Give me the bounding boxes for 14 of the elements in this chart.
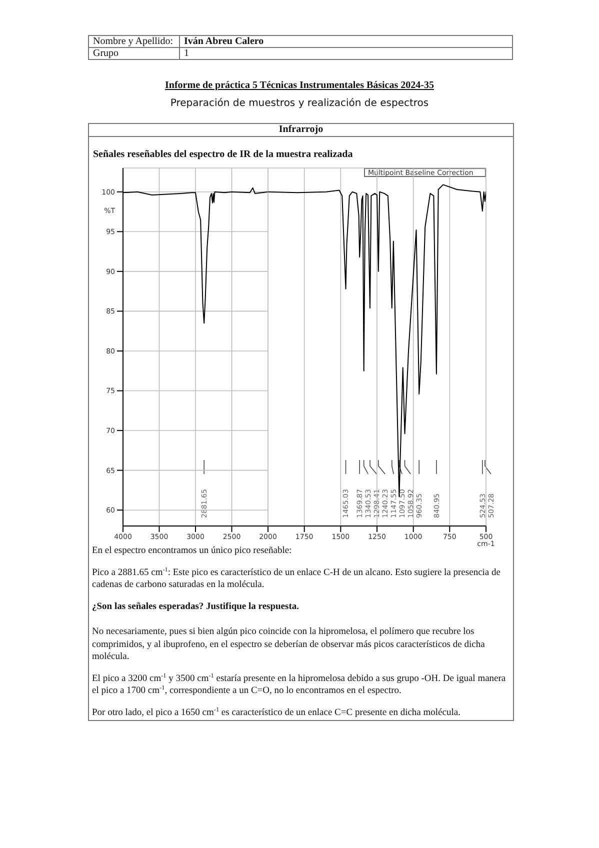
text: ¿Son las señales esperadas? Justifique la respuesta. — [92, 600, 300, 613]
text: Nombre y Apellido: — [88, 36, 180, 48]
text: El pico a 3200 cm$^{-1}$ y 3500 cm$^{-1}$ estaría presente en la hipromelosa debido a sus grupo -OH. De igual manera el pico a 1700 cm$^{-1}$, correspondiente a un C=O, no lo encontramos en el espectro. — [92, 672, 506, 696]
text: Por otro lado, el pico a 1650 cm$^{-1}$ es característico de un enlace C=C presente en dicha molécula. — [92, 706, 462, 719]
text: No necesariamente, pues si bien algún pico coincide con la hipromelosa, el polímero que recubre los comprimidos, y al ibuprofeno, en el espectro se deberían de observar más picos característicos de dicha molécula. — [92, 626, 486, 664]
text: Informe de práctica 5 Técnicas Instrumentales Básicas 2024-35 — [164, 80, 435, 91]
text: 1 — [180, 48, 512, 60]
text: Grupo — [88, 48, 180, 60]
text: Pico a 2881.65 cm$^{-1}$: Este pico es característico de un enlace C-H de un alcano. Esto sugiere la presencia de cadenas de carbono saturadas en la molécula. — [92, 566, 502, 592]
text: En el espectro encontramos un único pico reseñable: — [92, 546, 292, 556]
text: Preparación de muestros y realización de espectros — [169, 98, 430, 109]
text: Infrarrojo — [89, 124, 513, 137]
text: Iván Abreu Calero — [180, 36, 512, 48]
text: Señales reseñables del espectro de IR de la muestra realizada — [93, 149, 353, 160]
